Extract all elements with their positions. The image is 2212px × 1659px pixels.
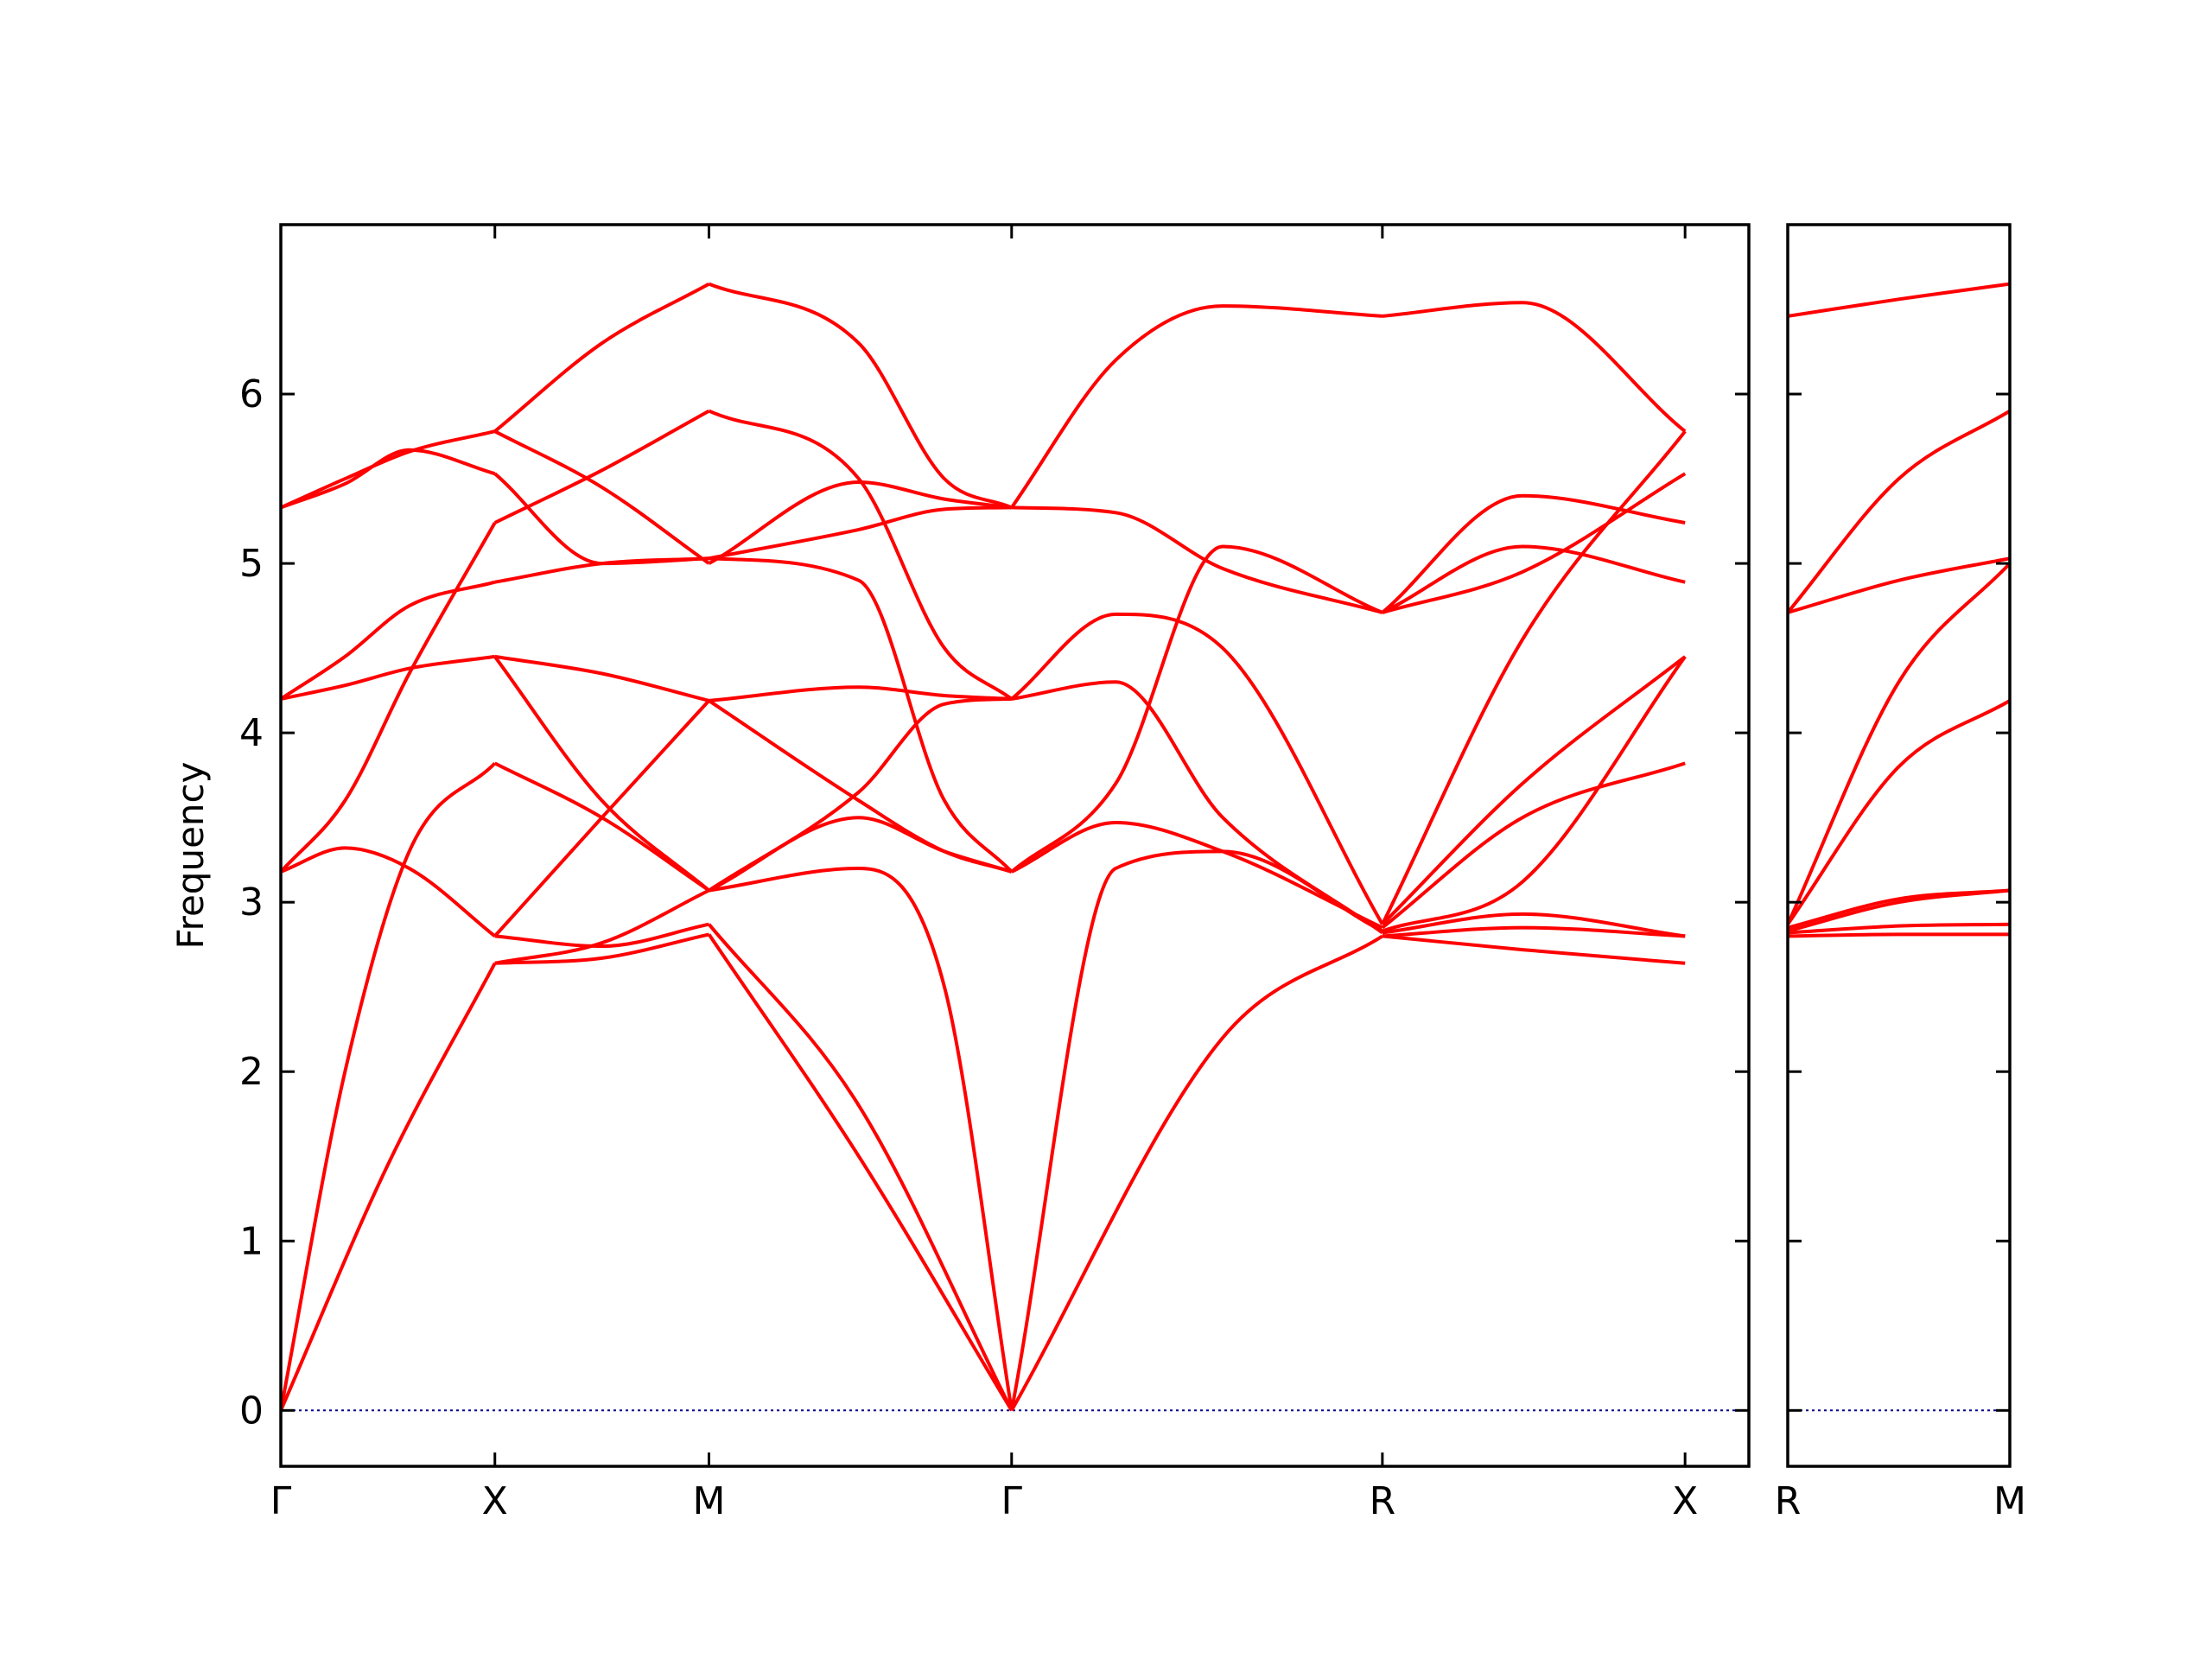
band-line-main-4-10 xyxy=(1382,301,1687,433)
band-line-main-2-10 xyxy=(708,409,1014,701)
band-line-main-0-6 xyxy=(281,448,496,510)
band-line-main-2-7 xyxy=(709,556,1014,874)
band-line-main-0-3 xyxy=(281,522,497,874)
band-line-main-2-5 xyxy=(708,816,1013,893)
band-line-main-3-0 xyxy=(1010,934,1383,1412)
band-line-main-1-11 xyxy=(493,282,710,433)
band-line-main-0-5 xyxy=(281,580,496,701)
band-line-main-0-4 xyxy=(281,654,495,701)
band-line-main-1-9 xyxy=(493,472,709,566)
x-tick-label: X xyxy=(1672,1479,1698,1523)
band-line-main-2-1 xyxy=(707,923,1014,1412)
band-line-main-4-8 xyxy=(1382,544,1686,614)
band-line-main-4-4 xyxy=(1381,761,1686,930)
band-line-side-0-7 xyxy=(1788,409,2010,614)
plot-frame xyxy=(279,223,1751,1468)
band-line-main-3-5 xyxy=(1010,612,1384,925)
band-line-main-4-0 xyxy=(1382,934,1686,965)
y-tick-label: 1 xyxy=(239,1219,264,1263)
band-line-main-0-2 xyxy=(281,846,496,938)
band-line-main-2-2 xyxy=(709,867,1014,1411)
band-line-side-0-4 xyxy=(1788,699,2010,925)
band-line-main-3-4 xyxy=(1011,680,1384,935)
band-line-main-3-6 xyxy=(1011,505,1383,614)
band-line-main-0-0 xyxy=(281,962,497,1412)
y-tick-label: 3 xyxy=(239,880,264,925)
band-lines xyxy=(1788,282,2010,938)
main-panel: 0 1 2 3 4 5 6 Γ X M Γ R X xyxy=(239,223,1751,1523)
plot-frame xyxy=(1786,223,2012,1468)
band-line-main-3-7 xyxy=(1010,304,1383,509)
band-line-side-0-8 xyxy=(1788,282,2010,318)
band-line-main-0-1 xyxy=(281,762,497,1411)
band-line-main-3-1 xyxy=(1009,849,1383,1411)
x-tick-label: X xyxy=(482,1479,508,1523)
band-line-main-2-0 xyxy=(707,933,1014,1412)
y-tick-label: 2 xyxy=(239,1050,264,1094)
band-line-side-0-6 xyxy=(1788,556,2010,614)
band-line-main-3-2 xyxy=(1010,821,1383,930)
band-line-main-1-5 xyxy=(493,655,710,893)
x-tick-label: Γ xyxy=(1001,1479,1023,1523)
band-line-main-0-7 xyxy=(281,429,496,510)
y-tick-label: 4 xyxy=(239,711,264,755)
band-line-main-1-4 xyxy=(493,761,710,893)
band-line-main-4-3 xyxy=(1382,655,1687,933)
band-line-main-4-9 xyxy=(1382,472,1687,614)
band-line-main-2-11 xyxy=(708,282,1013,510)
band-line-side-0-1 xyxy=(1788,922,2010,935)
band-line-main-4-6 xyxy=(1381,429,1687,925)
band-line-side-0-0 xyxy=(1788,932,2010,938)
band-line-main-2-4 xyxy=(708,699,1013,874)
x-tick-label: M xyxy=(1993,1479,2026,1523)
band-line-main-2-6 xyxy=(709,685,1012,702)
band-line-main-1-6 xyxy=(494,654,709,702)
band-line-main-1-10 xyxy=(493,429,710,565)
x-tick-label: R xyxy=(1370,1479,1396,1523)
band-line-main-4-2 xyxy=(1382,912,1686,938)
x-tick-label: Γ xyxy=(270,1479,292,1523)
band-line-main-4-1 xyxy=(1382,925,1686,938)
band-line-main-4-7 xyxy=(1381,493,1686,614)
y-tick-label: 6 xyxy=(239,372,264,416)
band-line-main-1-2 xyxy=(494,922,709,949)
band-line-side-0-5 xyxy=(1788,562,2010,925)
band-line-main-2-9 xyxy=(708,480,1013,565)
y-tick-label: 0 xyxy=(239,1389,264,1433)
band-line-main-1-1 xyxy=(494,888,710,965)
x-tick-label: R xyxy=(1775,1479,1802,1523)
band-line-main-3-3 xyxy=(1010,544,1383,874)
band-lines xyxy=(281,282,1687,1412)
band-line-main-4-5 xyxy=(1381,655,1687,926)
y-tick-label: 5 xyxy=(239,542,264,586)
y-axis-label: Frequency xyxy=(169,762,212,950)
band-line-side-0-3 xyxy=(1788,888,2010,930)
band-line-main-2-8 xyxy=(709,505,1012,561)
band-line-main-1-0 xyxy=(494,932,709,965)
x-tick-label: M xyxy=(692,1479,725,1523)
